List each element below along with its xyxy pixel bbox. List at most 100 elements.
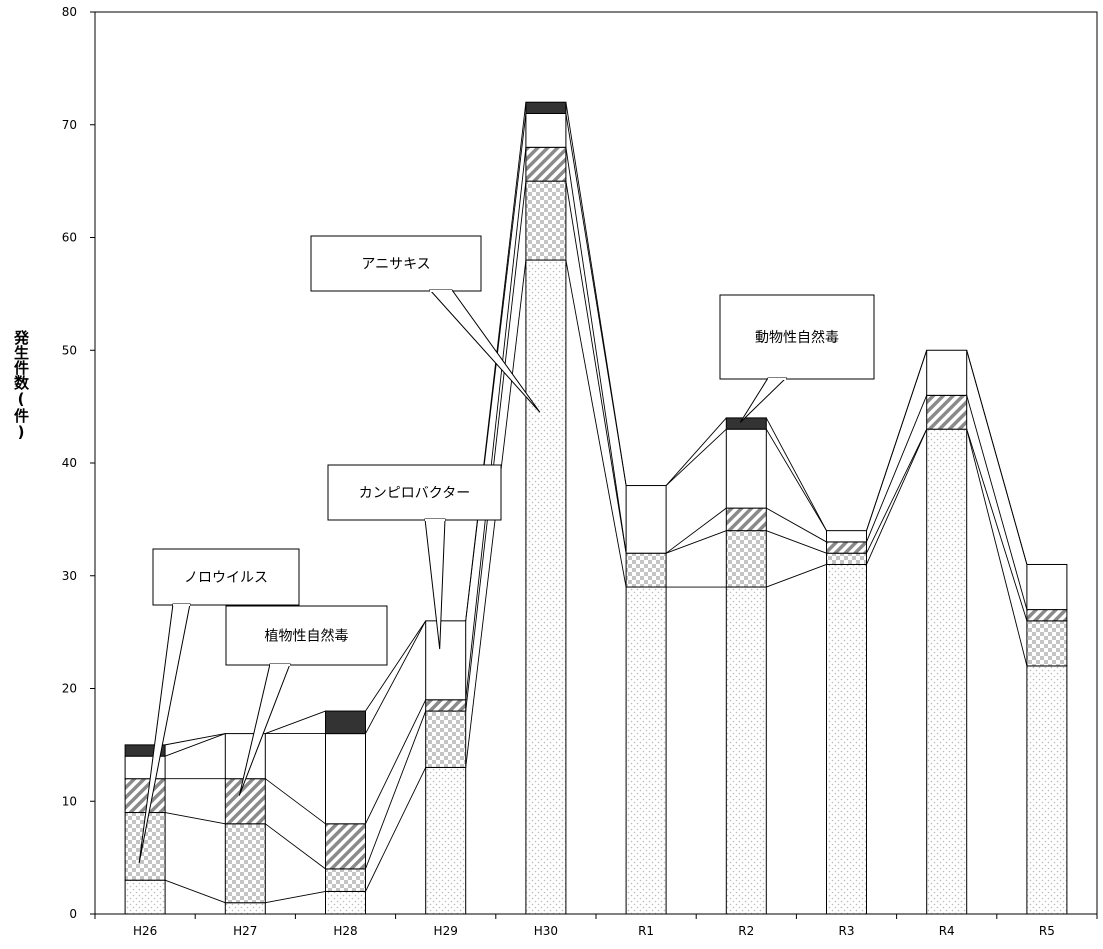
bar-segment [325, 890, 366, 915]
bar-segment [325, 868, 366, 892]
y-tick-label: 60 [62, 231, 77, 245]
connector-line [665, 507, 727, 554]
connector-line [665, 428, 727, 486]
connector-line [265, 891, 326, 904]
callout-box [310, 235, 482, 292]
x-tick-label: H29 [434, 924, 458, 938]
bar-segment [625, 586, 667, 915]
callout-label: カンピロバクター [359, 486, 470, 502]
connector-line [565, 147, 627, 554]
y-tick-label: 80 [62, 5, 77, 19]
connector-line [365, 767, 427, 892]
x-tick-label: H27 [233, 924, 257, 938]
bar-segment [725, 586, 767, 915]
connector-line [866, 350, 928, 531]
connector-lines [164, 102, 1028, 904]
bar-segment [224, 778, 266, 825]
bar-segment [525, 112, 567, 148]
y-tick-label: 70 [62, 118, 77, 132]
connector-line [265, 778, 326, 825]
bar-segment [124, 778, 166, 814]
bar-segment [525, 146, 567, 182]
connector-line [966, 395, 1028, 610]
bar-segment [124, 744, 166, 757]
callout-label: 動物性自然毒 [755, 329, 839, 346]
bars [124, 101, 1068, 915]
bar-segment [625, 485, 667, 554]
bar-segment [1026, 609, 1068, 622]
connector-line [866, 428, 928, 565]
y-tick-label: 30 [62, 569, 77, 583]
connector-line [966, 429, 1028, 667]
connector-line [365, 710, 427, 870]
callout-pointer [428, 289, 541, 413]
connector-line [265, 710, 326, 735]
connector-line [766, 564, 827, 588]
bar-segment [1026, 563, 1068, 611]
bar-segment [325, 710, 366, 735]
connector-line [665, 417, 727, 486]
bar-segment [826, 552, 867, 565]
callout-box [719, 294, 875, 380]
bar-segment [425, 620, 467, 701]
y-axis-label: 発生件数(件) [12, 330, 30, 441]
connector-line [665, 530, 727, 554]
x-tick-label: R3 [839, 924, 855, 938]
bar-segment [926, 394, 968, 430]
connector-line [766, 507, 827, 543]
y-tick-label: 50 [62, 343, 77, 357]
callout-box [225, 605, 388, 666]
bar-segment [325, 823, 366, 870]
bar-segment [725, 530, 767, 588]
x-tick-label: H26 [133, 924, 157, 938]
connector-line [365, 620, 427, 712]
connector-line [365, 620, 427, 734]
bar-segment [525, 180, 567, 261]
callout-box [327, 464, 502, 521]
bar-segment [826, 530, 867, 543]
callout-box [152, 548, 300, 606]
connector-line [165, 733, 226, 746]
bar-segment [124, 879, 166, 915]
bar-segment [625, 552, 667, 588]
connector-line [165, 812, 226, 825]
connector-line [866, 395, 928, 543]
callout-label: 植物性自然毒 [265, 628, 349, 645]
connector-line [365, 699, 427, 824]
connector-line [164, 879, 226, 904]
tick-labels: 0 10 20 30 40 50 60 70 80 H26 H27 H28 H29 H30 R1 R2 R3 R4… [62, 5, 1055, 938]
y-tick-label: 10 [62, 794, 77, 808]
bar-segment [525, 101, 567, 114]
bar-segment [525, 259, 567, 915]
connector-line [866, 428, 928, 554]
x-tick-label: H30 [534, 924, 558, 938]
connector-line [465, 147, 527, 700]
y-tick-label: 20 [62, 682, 77, 696]
bar-segment [725, 507, 767, 532]
connector-line [265, 823, 326, 870]
axes [90, 11, 1098, 919]
connector-line [565, 259, 627, 588]
bar-segment [1026, 665, 1068, 915]
bar-segment [325, 733, 366, 825]
connector-line [765, 417, 827, 531]
x-tick-label: R2 [738, 924, 754, 938]
x-tick-label: R5 [1039, 924, 1055, 938]
connector-line [966, 429, 1028, 621]
bar-segment [224, 902, 266, 915]
bar-segment [926, 428, 968, 915]
bar-segment [725, 428, 767, 509]
y-tick-label: 40 [62, 456, 77, 470]
bar-segment [926, 349, 968, 396]
x-tick-label: H28 [333, 924, 357, 938]
bar-segment [826, 563, 867, 915]
bar-segment [725, 417, 767, 430]
connector-line [465, 181, 527, 712]
callout-label: アニサキス [361, 257, 430, 273]
x-tick-label: R1 [638, 924, 654, 938]
callout-label: ノロウイルス [184, 570, 268, 586]
connector-line [765, 428, 827, 531]
connector-line [164, 733, 226, 757]
